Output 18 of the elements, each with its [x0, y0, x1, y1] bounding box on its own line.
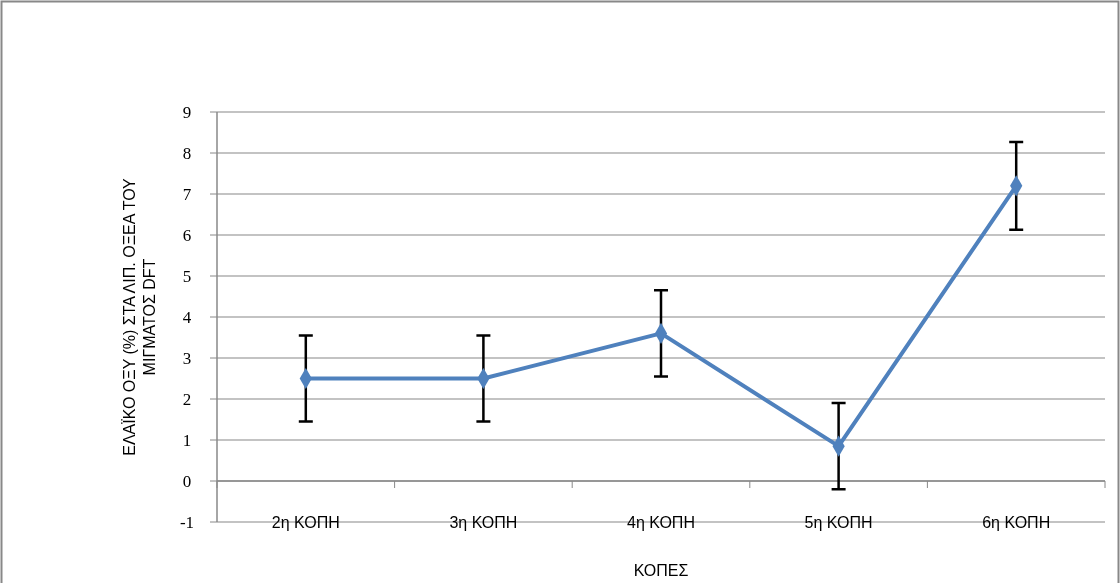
x-tick-label: 5η ΚΟΠΗ [804, 513, 873, 531]
x-tick-label: 6η ΚΟΠΗ [982, 513, 1051, 531]
y-axis-title: ΕΛΑΪΚΟ ΟΞΥ (%) ΣΤΑ ΛΙΠ. ΟΞΕΑ ΤΟΥ ΜΙΓΜΑΤΟΣ DFT [121, 177, 158, 456]
y-tick-label: 3 [182, 348, 192, 368]
x-tick-label: 2η ΚΟΠΗ [271, 513, 340, 531]
y-tick-label: 0 [182, 471, 192, 491]
y-tick-label: 9 [182, 102, 192, 122]
y-tick-label: -1 [179, 512, 195, 532]
x-axis-title: ΚΟΠΕΣ [633, 562, 689, 579]
y-tick-label: 7 [182, 184, 192, 204]
y-tick-label: 2 [182, 389, 192, 409]
x-tick-label: 4η ΚΟΠΗ [627, 513, 695, 531]
y-tick-label: 6 [182, 225, 192, 245]
y-tick-label: 4 [182, 307, 192, 327]
y-tick-label: 8 [182, 143, 192, 163]
y-tick-label: 5 [182, 266, 192, 286]
y-tick-label: 1 [182, 430, 192, 450]
x-tick-label: 3η ΚΟΠΗ [449, 513, 518, 531]
